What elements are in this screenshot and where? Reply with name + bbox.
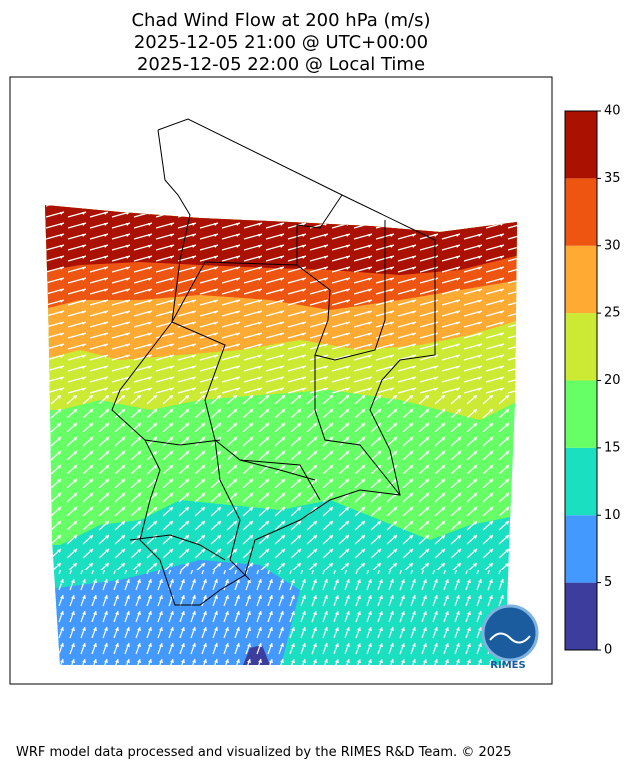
- colorbar-band: [565, 245, 597, 314]
- wind-arrows: [45, 395, 517, 570]
- colorbar-band: [565, 178, 597, 246]
- logo-emblem: [481, 604, 539, 662]
- colorbar-band: [565, 380, 597, 448]
- colorbar-tick-label: 25: [604, 306, 621, 321]
- colorbar-tick-label: 40: [604, 104, 621, 119]
- colorbar-band: [565, 515, 597, 583]
- colorbar-tick-label: 30: [604, 238, 621, 253]
- borders: [111, 118, 436, 606]
- colorbar-band: [565, 447, 597, 516]
- colorbar-band: [565, 582, 597, 650]
- footer: WRF model data processed and visualized …: [16, 745, 512, 760]
- colorbar-tick-label: 0: [604, 643, 612, 658]
- title-line: Chad Wind Flow at 200 hPa (m/s): [131, 10, 430, 31]
- wind-arrows: [45, 205, 517, 395]
- colorbar-band: [565, 111, 597, 179]
- colorbar-tick-label: 15: [604, 440, 621, 455]
- colorbar-tick-label: 10: [604, 508, 621, 523]
- title-line: 2025-12-05 22:00 @ Local Time: [137, 54, 425, 75]
- title-line: 2025-12-05 21:00 @ UTC+00:00: [134, 32, 428, 53]
- wind-field: [45, 205, 517, 665]
- colorbar-band: [565, 313, 597, 381]
- logo-wave: [489, 632, 531, 644]
- logo-text: RIMES: [490, 660, 525, 671]
- colorbar-tick-label: 35: [604, 171, 621, 186]
- title: Chad Wind Flow at 200 hPa (m/s) 2025-12-…: [131, 10, 430, 75]
- colorbar-tick-label: 5: [604, 575, 612, 590]
- logo: RIMES: [481, 604, 539, 671]
- colorbar-tick-label: 20: [604, 373, 621, 388]
- wind-arrows: [45, 570, 517, 665]
- colorbar: 0 5 10 15 20 25 30 35 40: [564, 104, 621, 658]
